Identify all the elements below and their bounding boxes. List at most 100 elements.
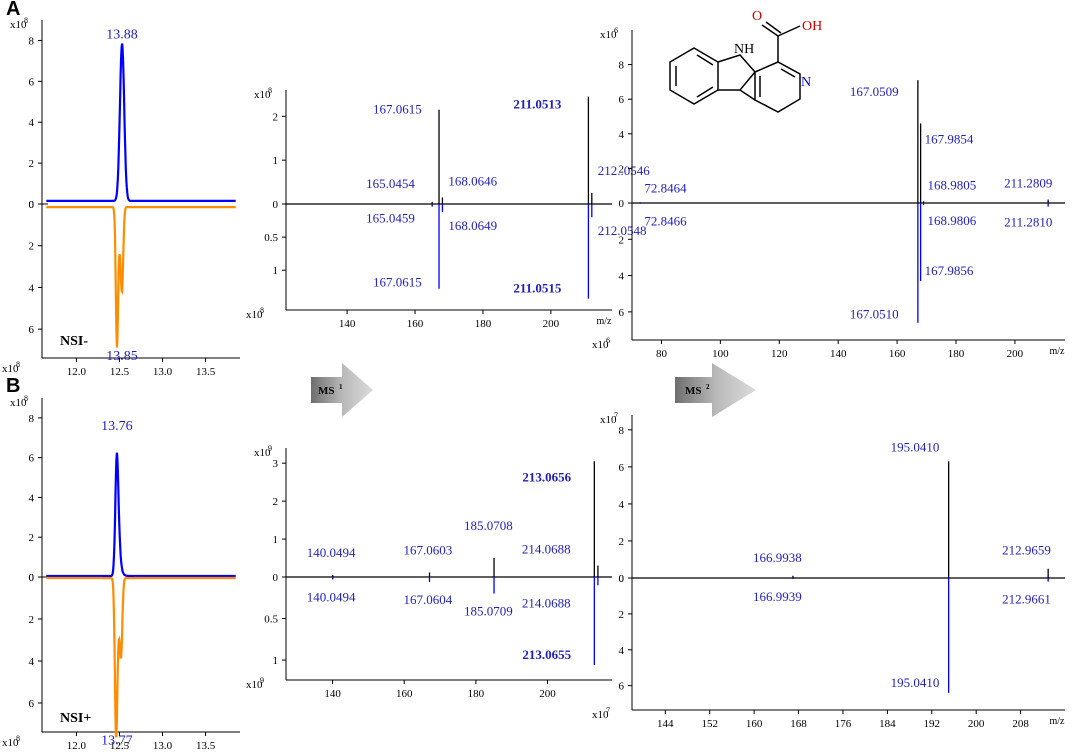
x-tick-label: 80 (656, 348, 668, 360)
retention-time-label: 13.77 (101, 733, 133, 748)
peak-label-top: 185.0708 (464, 518, 513, 533)
peak-label-bottom: 167.0604 (404, 592, 453, 607)
peak-label-bottom: 166.9939 (753, 589, 802, 604)
chromatogram-trace-bottom (46, 206, 236, 348)
retention-time-label: 13.85 (106, 349, 138, 364)
y-tick-label: 3 (273, 458, 279, 470)
y-tick-label: 2 (29, 241, 35, 253)
y-tick-label: 0 (29, 572, 35, 584)
y-tick-label: 1 (273, 655, 279, 667)
oh-label: OH (802, 19, 822, 34)
retention-time-label: 13.88 (106, 27, 138, 42)
x-tick-label: 160 (407, 318, 424, 330)
x-tick-label: 140 (324, 688, 341, 700)
y-exponent-top-sup: 7 (614, 411, 618, 420)
x-tick-label: 200 (1007, 348, 1024, 360)
peak-label-top: 168.0646 (448, 173, 497, 188)
y-tick-label: 2 (273, 111, 279, 123)
x-tick-label: 13.0 (153, 740, 173, 752)
y-exponent-bottom: x10 (592, 709, 609, 721)
benzene-ring (669, 47, 719, 105)
y-tick-label: 2 (29, 532, 35, 544)
peak-label-bottom: 140.0494 (307, 589, 356, 604)
x-tick-label: 200 (968, 718, 985, 730)
x-tick-label: 100 (712, 348, 729, 360)
x-tick-label: 160 (396, 688, 413, 700)
y-tick-label: 4 (29, 492, 35, 504)
y-exponent-bottom: x10 (246, 309, 263, 321)
y-exponent-bottom: x10 (592, 339, 609, 351)
peak-label-bottom: 167.9856 (925, 263, 974, 278)
peak-label-bottom: 212.0548 (598, 223, 647, 238)
peak-label-top: 140.0494 (307, 545, 356, 560)
peak-label-bottom: 211.0515 (513, 281, 562, 296)
x-unit-label: m/z (597, 316, 613, 327)
peak-label-top: 168.9805 (928, 177, 977, 192)
ms1-arrow-label: MS (318, 385, 335, 397)
peak-label-bottom: 165.0459 (366, 211, 415, 226)
y-exponent-bottom-sup: 7 (606, 706, 610, 715)
y-tick-label: 6 (619, 94, 625, 106)
y-tick-label: 6 (29, 76, 35, 88)
chromatogram-trace-bottom (46, 576, 236, 738)
peak-label-top: 167.0603 (404, 542, 453, 557)
x-tick-label: 152 (701, 718, 718, 730)
y-tick-label: 0 (619, 198, 625, 210)
y-exponent-top-sup: 6 (614, 26, 618, 35)
y-exponent-top: x10 (10, 397, 27, 409)
peak-label-bottom: 168.9806 (928, 213, 977, 228)
y-tick-label: 4 (619, 645, 625, 657)
y-tick-label: 2 (619, 609, 625, 621)
y-exponent-top-sup: 8 (24, 394, 28, 403)
pyridine-ring (754, 61, 801, 113)
y-tick-label: 2 (619, 163, 625, 175)
x-tick-label: 208 (1012, 718, 1029, 730)
x-tick-label: 140 (339, 318, 356, 330)
bond-single (739, 89, 756, 101)
y-tick-label: 8 (619, 60, 625, 72)
y-tick-label: 6 (29, 453, 35, 465)
y-tick-label: 8 (29, 413, 35, 425)
bond-double (696, 86, 714, 98)
peak-label-bottom: 167.0615 (373, 275, 422, 290)
y-tick-label: 0 (619, 573, 625, 585)
y-exponent-bottom-sup: 6 (606, 336, 610, 345)
y-tick-label: 4 (619, 271, 625, 283)
y-tick-label: 6 (29, 324, 35, 336)
y-tick-label: 0 (29, 572, 35, 584)
x-tick-label: 13.5 (196, 740, 216, 752)
ms2-arrow: MS 2 (675, 363, 756, 417)
y-tick-label: 0.5 (264, 232, 278, 244)
x-tick-label: 12.0 (67, 740, 87, 752)
y-tick-label: 2 (29, 614, 35, 626)
y-tick-label: 1 (273, 265, 279, 277)
panel-label-a: A (6, 0, 21, 20)
y-tick-label: 0 (29, 199, 35, 211)
x-tick-label: 12.5 (110, 366, 130, 378)
ms2-arrow-label: MS (685, 385, 702, 397)
y-tick-label: 6 (619, 307, 625, 319)
x-tick-label: 180 (475, 318, 492, 330)
arrow-shape (311, 363, 373, 417)
pyrrole-ring (717, 54, 756, 91)
bond-double (780, 68, 796, 78)
y-tick-label: 2 (619, 234, 625, 246)
x-tick-label: 12.0 (67, 366, 87, 378)
x-tick-label: 192 (924, 718, 941, 730)
x-tick-label: 144 (657, 718, 674, 730)
n-label: N (801, 75, 811, 90)
y-tick-label: 4 (29, 282, 35, 294)
y-tick-label: 0 (29, 199, 35, 211)
x-tick-label: 160 (889, 348, 906, 360)
x-tick-label: 140 (830, 348, 847, 360)
y-tick-label: 2 (273, 496, 279, 508)
x-tick-label: 180 (468, 688, 485, 700)
y-exponent-top-sup: 9 (268, 444, 272, 453)
peak-label-top: 166.9938 (753, 550, 802, 565)
chemical-structure (669, 21, 801, 113)
x-unit-label: m/z (1050, 346, 1066, 357)
peak-label-top: 195.0410 (891, 439, 940, 454)
y-exponent-top-sup: 8 (24, 16, 28, 25)
